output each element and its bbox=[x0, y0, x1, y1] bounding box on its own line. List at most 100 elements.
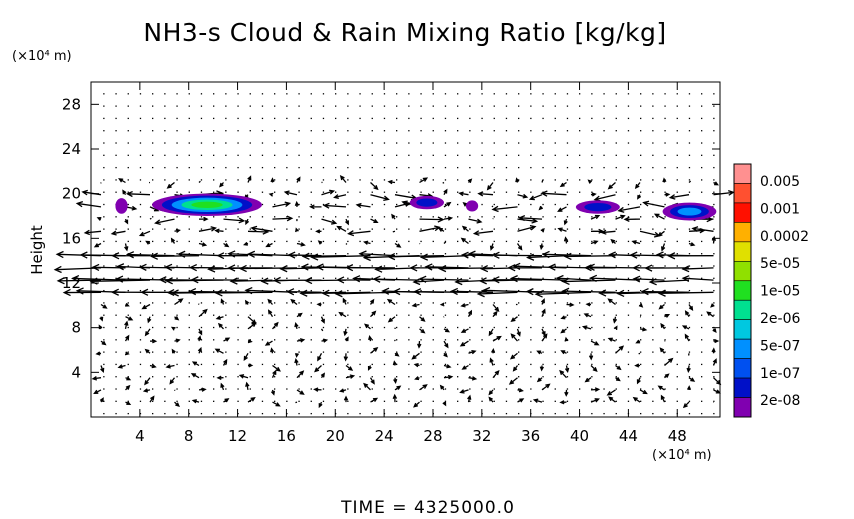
grid-dot bbox=[249, 265, 251, 267]
grid-dot bbox=[469, 339, 471, 341]
grid-dot bbox=[237, 277, 239, 279]
grid-dot bbox=[444, 142, 447, 144]
grid-dot bbox=[469, 351, 471, 353]
wind-vector bbox=[583, 313, 592, 318]
grid-dot bbox=[701, 179, 703, 181]
wind-vector bbox=[593, 194, 616, 202]
grid-dot bbox=[396, 253, 398, 255]
grid-dot bbox=[652, 154, 654, 156]
grid-dot bbox=[164, 93, 166, 95]
wind-vector bbox=[223, 337, 231, 342]
wind-vector bbox=[623, 216, 641, 222]
grid-dot bbox=[652, 142, 654, 144]
wind-vector bbox=[368, 335, 373, 342]
grid-dot bbox=[652, 93, 654, 95]
grid-dot bbox=[481, 216, 483, 218]
wind-vector bbox=[144, 328, 151, 337]
wind-vector bbox=[345, 218, 349, 226]
grid-dot bbox=[664, 351, 666, 353]
wind-vector bbox=[144, 377, 151, 386]
wind-vector bbox=[370, 397, 379, 403]
grid-dot bbox=[164, 154, 166, 156]
grid-dot bbox=[591, 154, 593, 156]
grid-dot bbox=[152, 253, 154, 255]
grid-dot bbox=[152, 142, 154, 144]
grid-dot bbox=[115, 93, 117, 95]
grid-dot bbox=[249, 142, 251, 144]
wind-vector bbox=[125, 384, 131, 391]
cloud-patch bbox=[465, 200, 479, 212]
grid-dot bbox=[701, 302, 703, 304]
grid-dot bbox=[383, 166, 386, 169]
grid-dot bbox=[225, 277, 227, 279]
wind-vector bbox=[71, 274, 126, 283]
grid-dot bbox=[200, 302, 203, 304]
grid-dot bbox=[322, 216, 325, 218]
grid-dot bbox=[213, 179, 215, 181]
grid-dot bbox=[310, 388, 312, 390]
grid-dot bbox=[688, 117, 691, 120]
grid-dot bbox=[676, 117, 678, 120]
grid-dot bbox=[347, 314, 349, 316]
grid-dot bbox=[603, 339, 605, 341]
grid-dot bbox=[591, 179, 593, 181]
wind-vector bbox=[296, 242, 306, 247]
grid-dot bbox=[322, 388, 325, 390]
grid-dot bbox=[444, 412, 447, 415]
grid-dot bbox=[481, 351, 483, 353]
grid-dot bbox=[322, 166, 325, 169]
grid-dot bbox=[347, 179, 349, 181]
grid-dot bbox=[213, 363, 215, 366]
wind-vector bbox=[517, 398, 525, 403]
grid-dot bbox=[310, 363, 312, 366]
grid-dot bbox=[335, 179, 337, 181]
grid-dot bbox=[139, 363, 142, 366]
grid-dot bbox=[530, 93, 532, 95]
grid-dot bbox=[664, 253, 666, 255]
grid-dot bbox=[164, 265, 166, 267]
grid-dot bbox=[566, 253, 569, 255]
wind-vector bbox=[559, 181, 567, 188]
wind-vector bbox=[296, 389, 305, 395]
grid-dot bbox=[359, 105, 361, 107]
wind-vector bbox=[272, 321, 279, 330]
grid-dot bbox=[274, 179, 276, 181]
grid-dot bbox=[176, 376, 178, 378]
wind-vector bbox=[372, 275, 420, 283]
grid-dot bbox=[310, 376, 312, 378]
grid-dot bbox=[115, 142, 117, 144]
y-tick-label: 16 bbox=[62, 229, 81, 247]
wind-vector bbox=[345, 364, 354, 371]
wind-vector bbox=[607, 298, 616, 306]
grid-dot bbox=[664, 154, 666, 156]
grid-dot bbox=[383, 228, 386, 230]
grid-dot bbox=[213, 216, 215, 218]
wind-vector bbox=[125, 302, 130, 307]
wind-vector bbox=[411, 302, 420, 308]
wind-vector bbox=[315, 229, 322, 234]
grid-dot bbox=[408, 412, 410, 415]
wind-vector bbox=[190, 276, 249, 284]
grid-dot bbox=[713, 166, 715, 169]
grid-dot bbox=[310, 191, 312, 193]
grid-dot bbox=[664, 166, 666, 169]
wind-vector bbox=[536, 350, 543, 355]
wind-vector bbox=[314, 365, 322, 373]
grid-dot bbox=[176, 326, 178, 329]
wind-vector bbox=[590, 398, 600, 403]
grid-dot bbox=[664, 228, 666, 230]
grid-dot bbox=[237, 105, 239, 107]
grid-dot bbox=[493, 93, 495, 95]
grid-dot bbox=[103, 253, 105, 255]
grid-dot bbox=[432, 117, 434, 120]
grid-dot bbox=[505, 105, 508, 107]
grid-dot bbox=[542, 93, 544, 95]
grid-dot bbox=[664, 216, 666, 218]
wind-vector bbox=[563, 218, 568, 226]
wind-vector bbox=[661, 243, 666, 252]
grid-dot bbox=[249, 376, 251, 378]
grid-dot bbox=[444, 216, 447, 218]
grid-dot bbox=[298, 388, 300, 390]
grid-dot bbox=[127, 351, 129, 353]
grid-dot bbox=[432, 93, 434, 95]
